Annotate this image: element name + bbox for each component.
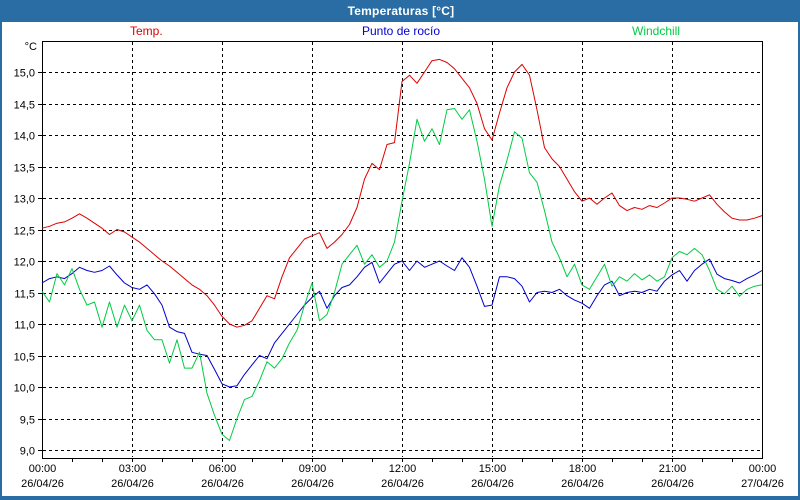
y-axis-tick-label: 12,5 [14,226,35,238]
y-axis-tick-label: 15,0 [14,68,35,80]
legend-item-temp: Temp. [130,24,163,38]
x-axis-time-label: 00:00 [29,463,57,475]
y-axis-tick-label: 10,0 [14,383,35,395]
y-axis-tick-label: 10,5 [14,352,35,364]
x-axis-time-label: 15:00 [479,463,507,475]
series-line [41,108,763,441]
legend-item-windchill: Windchill [632,24,681,38]
x-axis-time-label: 18:00 [569,463,597,475]
y-axis-tick-label: 13,0 [14,194,35,206]
x-axis-time-label: 21:00 [659,463,687,475]
x-axis-date-label: 26/04/26 [471,478,514,490]
x-axis-time-label: 00:00 [749,463,777,475]
y-axis-tick-label: 14,5 [14,100,35,112]
series-line [41,58,763,328]
x-axis-time-label: 12:00 [389,463,417,475]
y-axis-tick-label: 14,0 [14,131,35,143]
x-axis-date-label: 27/04/26 [741,478,784,490]
x-axis-date-label: 26/04/26 [21,478,64,490]
x-axis-date-label: 26/04/26 [291,478,334,490]
x-axis-date-label: 26/04/26 [651,478,694,490]
y-axis-unit-label: °C [25,41,37,53]
x-axis-date-label: 26/04/26 [381,478,424,490]
x-axis-time-label: 03:00 [119,463,147,475]
series-line [41,257,763,388]
chart-legend: Temp. Punto de rocío Windchill [2,23,798,39]
y-axis-tick-label: 12,0 [14,257,35,269]
y-axis-tick-label: 11,0 [14,320,35,332]
page-title: Temperaturas [°C] [347,4,455,18]
y-axis-tick-label: 11,5 [14,289,35,301]
x-axis-time-label: 09:00 [299,463,327,475]
x-axis-date-label: 26/04/26 [561,478,604,490]
x-axis-date-label: 26/04/26 [111,478,154,490]
legend-item-dew-point: Punto de rocío [362,24,441,38]
x-axis-date-label: 26/04/26 [201,478,244,490]
y-axis-tick-label: 13,5 [14,163,35,175]
x-axis-time-label: 06:00 [209,463,237,475]
title-bar: Temperaturas [°C] [2,0,798,22]
y-axis-tick-label: 9,5 [20,415,35,427]
y-axis-tick-label: 9,0 [20,446,35,458]
